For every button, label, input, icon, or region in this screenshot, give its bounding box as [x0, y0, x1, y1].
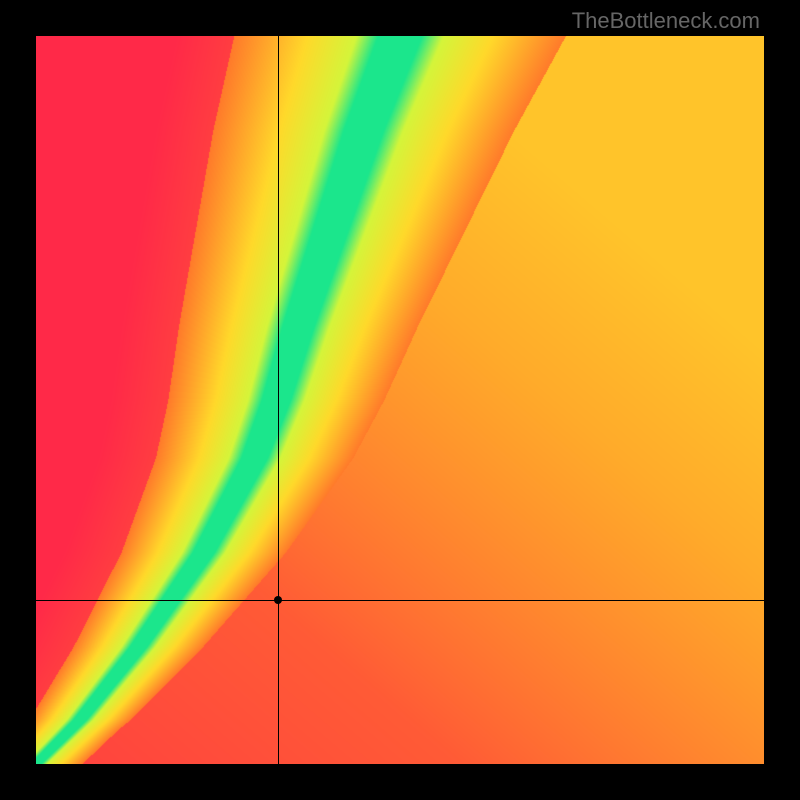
crosshair-marker	[274, 596, 282, 604]
crosshair-vertical	[278, 36, 279, 764]
crosshair-horizontal	[36, 600, 764, 601]
heatmap-chart	[36, 36, 764, 764]
heatmap-canvas	[36, 36, 764, 764]
watermark-text: TheBottleneck.com	[572, 8, 760, 34]
